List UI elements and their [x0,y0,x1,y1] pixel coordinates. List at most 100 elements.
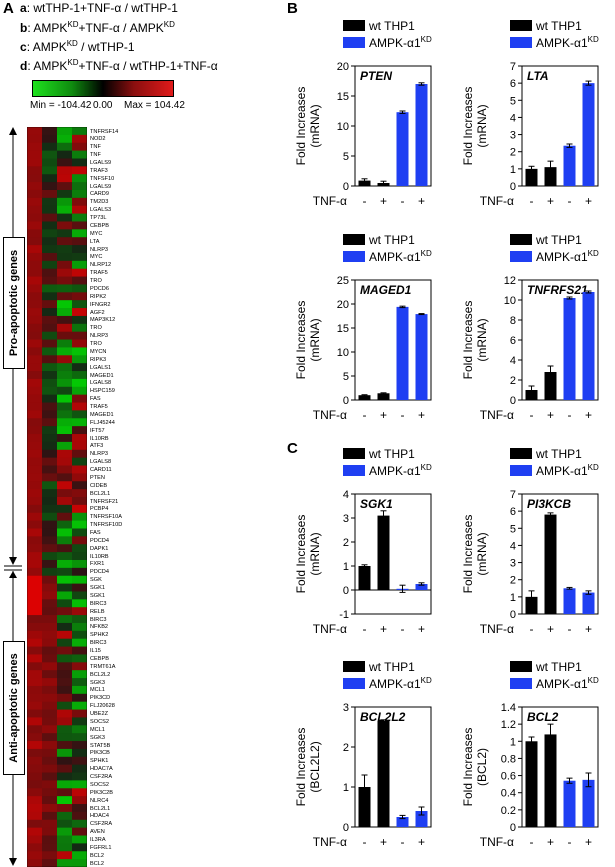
gene-label: MCL1 [90,726,105,733]
y-tick-label: 0.4 [501,788,516,800]
y-tick-label: 5 [510,523,516,535]
heatmap-cell [42,127,57,136]
category-label: + [380,835,387,849]
heatmap-cell [42,670,57,679]
heatmap-cell [42,481,57,490]
heatmap-cell [42,292,57,301]
y-tick-label: 0.8 [501,753,516,765]
heatmap-cell [72,717,87,726]
treatment-label: TNF-α [480,194,514,208]
heatmap-cell [72,520,87,529]
heatmap-cell [27,386,42,396]
gene-label: SGK3 [90,734,105,741]
gene-label: CSF2RA [90,774,113,781]
heatmap-cell [27,142,42,152]
heatmap-cell [57,174,72,183]
heatmap-cell [57,819,72,829]
category-label: - [401,194,405,208]
heatmap-cell [72,292,87,301]
heatmap-cell [42,835,57,844]
bar [544,167,557,186]
heatmap-cell [27,418,42,427]
gene-label: PIK3CB [90,750,110,757]
legend-label: wt THP1 [535,660,582,674]
gene-label: TRAF5 [90,270,108,277]
heatmap-cell [72,701,87,711]
heatmap-cell [57,418,72,427]
heatmap-cell [27,323,42,333]
heatmap-cell [57,142,72,152]
bar [525,741,538,827]
gene-label: BCL2L2 [90,671,111,678]
heatmap-cell [42,158,57,167]
legend-label: AMPK-α1KD [536,463,599,478]
heatmap-cell [42,252,57,262]
gene-label: TRO [90,278,102,285]
anti-apoptotic-label: Anti-apoptotic genes [3,641,25,775]
heatmap-cell [57,788,72,797]
y-axis-label: Fold Increases(mRNA) [294,87,322,166]
category-label: + [380,194,387,208]
heatmap-cell [27,717,42,726]
heatmap-cell [42,166,57,175]
heatmap-cell [27,426,42,435]
heatmap-cell [42,441,57,451]
heatmap-cell [57,457,72,467]
legend-swatch [510,678,532,689]
heatmap-cell [57,544,72,553]
chart-title: SGK1 [360,497,393,511]
heatmap-cell [42,559,57,569]
heatmap-cell [27,859,42,867]
heatmap-cell [57,733,72,742]
heatmap-cell [72,804,87,813]
heatmap-cell [57,182,72,191]
heatmap-cell [27,308,42,317]
heatmap-cell [42,599,57,608]
y-tick-label: 6 [510,506,516,518]
bar [525,390,538,400]
legend-swatch [343,37,365,48]
heatmap-cell [42,323,57,333]
heatmap-cell [57,371,72,380]
y-tick-label: 6 [510,78,516,90]
heatmap-cell [57,339,72,348]
gene-label: NLRP12 [90,262,112,269]
gene-label: BCL2 [90,860,104,867]
heatmap-cell [57,859,72,867]
heatmap-cell [42,859,57,867]
heatmap-cell [27,843,42,852]
gene-label: BCL2L1 [90,490,111,497]
heatmap-cell [42,741,57,750]
heatmap-cell [57,772,72,781]
heatmap-cell [57,835,72,844]
heatmap-cell [72,213,87,222]
legend-swatch [343,234,365,245]
plot-frame [521,706,599,828]
heatmap-cell [57,583,72,592]
heatmap-cell [72,308,87,317]
heatmap-cell [42,804,57,813]
heatmap-cell [72,662,87,671]
bar [415,584,428,590]
heatmap-cell [42,174,57,183]
heatmap-cell [57,347,72,356]
category-label: - [530,622,534,636]
heatmap-cell [72,709,87,718]
heatmap-cell [57,536,72,545]
heatmap-cell [57,260,72,270]
heatmap-cell [42,465,57,474]
gene-label: PCBP4 [90,506,109,513]
heatmap-cell [42,276,57,285]
heatmap-cell [42,607,57,616]
y-tick-label: 1 [343,782,349,794]
heatmap-cell [57,638,72,648]
gene-label: NLRC4 [90,797,109,804]
heatmap-cell [42,386,57,396]
heatmap-cell [42,331,57,341]
gene-label: MAP3K12 [90,317,116,324]
heatmap-cell [42,536,57,545]
heatmap-cell [27,575,42,585]
y-tick-label: 25 [337,275,349,287]
y-tick-label: 4 [510,355,516,367]
category-label: - [568,835,572,849]
